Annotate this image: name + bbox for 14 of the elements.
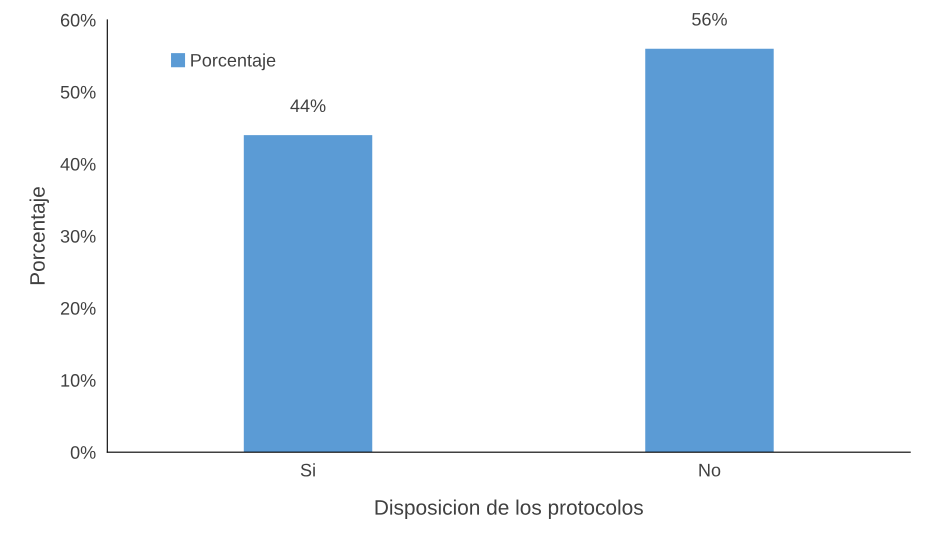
x-axis-title: Disposicion de los protocolos [376, 500, 643, 519]
y-tick-label: 60% [60, 14, 96, 27]
y-tick-label: 20% [60, 302, 96, 315]
x-tick-label: No [699, 464, 720, 477]
x-tick-label: Si [300, 463, 315, 477]
y-tick-label: 40% [60, 158, 96, 171]
data-label: 44% [290, 99, 326, 112]
y-tick-label: 10% [61, 374, 96, 387]
legend-label: Porcentaje [191, 53, 276, 70]
y-axis-title: Porcentaje [30, 187, 49, 284]
data-label: 56% [692, 12, 727, 26]
y-tick-label: 0% [70, 446, 96, 459]
y-tick-label: 50% [60, 86, 96, 99]
y-tick-label: 30% [60, 230, 96, 243]
